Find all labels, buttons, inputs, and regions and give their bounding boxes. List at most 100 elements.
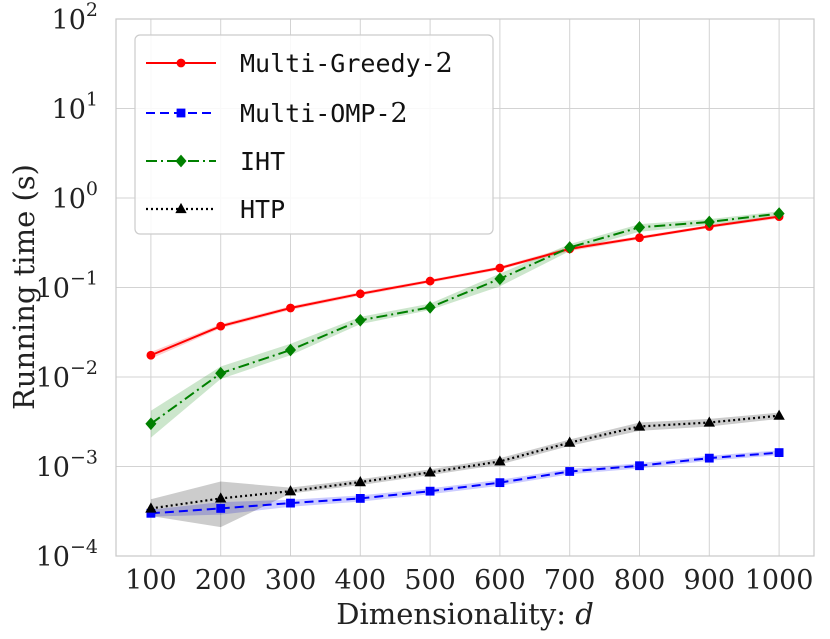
series-line xyxy=(150,215,780,357)
data-point xyxy=(564,241,576,254)
y-tick-exponent: 1 xyxy=(86,89,98,111)
x-tick-label: 800 xyxy=(614,565,666,596)
legend-label-name: Multi-OMP- xyxy=(240,99,391,128)
data-point xyxy=(494,272,506,286)
y-tick-base: 10 xyxy=(52,95,86,126)
y-tick-base: 10 xyxy=(52,5,86,36)
legend-marker xyxy=(176,108,186,118)
legend-marker xyxy=(175,202,187,214)
plot-frame xyxy=(115,18,815,557)
x-tick-label: 700 xyxy=(544,565,596,596)
data-point xyxy=(424,300,436,314)
legend-label: IHT xyxy=(240,147,285,176)
x-tick-label: 1000 xyxy=(745,565,814,596)
x-tick-label: 200 xyxy=(195,565,247,596)
y-tick-label: 101 xyxy=(52,89,98,126)
data-point xyxy=(354,313,366,327)
x-tick-label: 600 xyxy=(474,565,526,596)
y-tick-label: 10−1 xyxy=(36,268,98,305)
legend-label: Multi-Greedy-2 xyxy=(240,48,453,79)
data-point xyxy=(774,448,784,457)
confidence-band xyxy=(150,412,780,528)
series-markers xyxy=(145,207,785,518)
legend-label: Multi-OMP-2 xyxy=(240,98,408,129)
data-point xyxy=(565,467,575,476)
data-point xyxy=(633,420,646,431)
y-tick-base: 10 xyxy=(36,274,70,305)
series-line xyxy=(150,451,780,515)
y-axis-label: Running time (s) xyxy=(7,164,41,410)
data-point xyxy=(145,417,157,431)
y-tick-label: 10−4 xyxy=(36,536,98,573)
data-point xyxy=(355,494,365,503)
x-tick-label: 300 xyxy=(265,565,317,596)
y-tick-base: 10 xyxy=(36,453,70,484)
legend-label-name: Multi-Greedy- xyxy=(240,49,436,78)
y-tick-exponent: −2 xyxy=(70,357,98,379)
legend-label-name: HTP xyxy=(240,195,285,224)
y-tick-exponent: −3 xyxy=(70,447,98,469)
x-tick-label: 100 xyxy=(125,565,177,596)
data-point xyxy=(704,453,714,463)
data-point xyxy=(354,475,366,487)
data-point xyxy=(703,215,715,229)
y-tick-exponent: −4 xyxy=(70,536,98,558)
x-tick-labels: 100 200 300 400 500 600 700 800 900 1000 xyxy=(125,565,813,596)
data-point xyxy=(703,416,715,427)
legend-label-number: 2 xyxy=(436,48,453,79)
data-point xyxy=(425,276,435,286)
data-point xyxy=(215,492,227,503)
confidence-band xyxy=(150,450,780,517)
data-point xyxy=(424,466,436,477)
y-tick-base: 10 xyxy=(36,363,70,394)
data-point xyxy=(146,350,156,360)
data-point xyxy=(564,436,576,447)
x-axis-label-text: Dimensionality: xyxy=(336,597,566,631)
y-tick-base: 10 xyxy=(36,542,70,573)
confidence-bands xyxy=(150,211,780,528)
y-tick-exponent: 0 xyxy=(86,178,98,200)
data-point xyxy=(215,366,227,380)
legend-box xyxy=(134,34,494,235)
series-line xyxy=(150,414,780,510)
x-axis-label-var: d xyxy=(575,597,594,631)
data-point xyxy=(635,233,644,243)
y-tick-exponent: 2 xyxy=(86,0,98,21)
y-tick-label: 10−2 xyxy=(36,357,98,394)
x-tick-label: 400 xyxy=(335,565,387,596)
y-tick-base: 10 xyxy=(52,184,86,215)
legend-label-name: IHT xyxy=(240,147,285,176)
data-point xyxy=(216,504,226,513)
legend-marker xyxy=(175,154,187,168)
x-tick-label: 500 xyxy=(404,565,456,596)
data-point xyxy=(633,220,646,234)
data-point xyxy=(286,498,295,508)
y-tick-label: 102 xyxy=(52,0,98,36)
x-axis-label: Dimensionality: d xyxy=(336,597,594,631)
data-point xyxy=(495,263,505,273)
data-point xyxy=(773,409,785,420)
data-point xyxy=(145,502,157,513)
data-point xyxy=(286,303,295,313)
data-point xyxy=(425,486,435,496)
x-tick-label: 900 xyxy=(684,565,736,596)
legend-marker xyxy=(176,58,186,68)
series-line xyxy=(150,212,780,425)
data-point xyxy=(494,455,506,466)
data-point xyxy=(284,343,297,357)
data-point xyxy=(495,478,505,488)
data-point xyxy=(284,485,297,496)
y-tick-label: 10−3 xyxy=(36,447,98,484)
y-tick-exponent: −1 xyxy=(70,268,98,290)
legend-label: HTP xyxy=(240,195,285,224)
data-point xyxy=(635,461,644,471)
data-point xyxy=(773,207,785,220)
legend-label-number: 2 xyxy=(391,98,408,129)
y-tick-label: 100 xyxy=(52,178,98,215)
data-point xyxy=(355,289,365,299)
series-lines xyxy=(150,212,780,515)
data-point xyxy=(216,321,226,331)
